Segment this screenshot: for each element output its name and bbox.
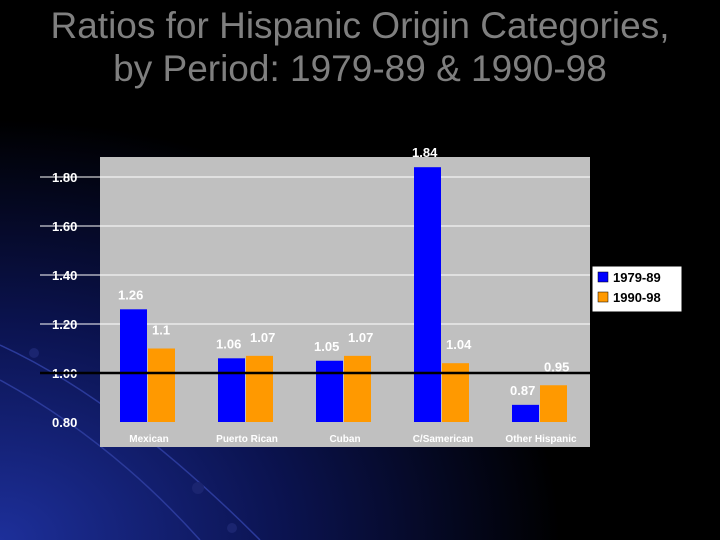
legend: 1979-89 1990-98 <box>591 265 683 313</box>
x-axis-labels: Mexican Puerto Rican Cuban C/Samerican Other… <box>129 434 577 445</box>
x-tick-label: Other Hispanic <box>505 434 577 445</box>
data-label: 1.07 <box>250 330 275 345</box>
title-line-1: Ratios for Hispanic Origin Categories, <box>50 5 670 46</box>
bar <box>414 167 441 422</box>
data-label: 1.26 <box>118 287 143 302</box>
y-tick-label: 0.80 <box>52 415 77 430</box>
legend-label: 1979-89 <box>613 270 661 285</box>
data-label: 1.1 <box>152 323 170 338</box>
legend-swatch <box>597 291 609 303</box>
x-tick-label: Puerto Rican <box>216 434 278 445</box>
x-tick-label: C/Samerican <box>413 434 474 445</box>
y-tick-label: 1.60 <box>52 219 77 234</box>
legend-swatch <box>597 271 609 283</box>
title-line-2: by Period: 1979-89 & 1990-98 <box>113 48 607 89</box>
bar <box>148 348 175 422</box>
bar <box>316 360 343 422</box>
bar <box>218 358 245 422</box>
data-label: 0.95 <box>544 359 569 374</box>
bar <box>512 404 539 422</box>
y-tick-label: 1.80 <box>52 170 77 185</box>
data-label: 1.84 <box>412 145 438 160</box>
legend-label: 1990-98 <box>613 290 661 305</box>
y-axis-labels: 0.801.001.201.401.601.80 <box>52 170 77 430</box>
data-label: 0.87 <box>510 383 535 398</box>
data-label: 1.07 <box>348 330 373 345</box>
data-label: 1.04 <box>446 337 472 352</box>
bar <box>246 355 273 422</box>
y-tick-label: 1.20 <box>52 317 77 332</box>
y-tick-label: 1.40 <box>52 268 77 283</box>
slide-title: Ratios for Hispanic Origin Categories, b… <box>0 4 720 90</box>
x-tick-label: Cuban <box>329 434 360 445</box>
bar <box>540 385 567 422</box>
data-labels: 1.26 1.1 1.06 1.07 1.05 1.07 1.84 1.04 0.87 0.95 <box>118 145 569 398</box>
x-tick-label: Mexican <box>129 434 168 445</box>
gridlines <box>40 176 590 325</box>
data-label: 1.06 <box>216 336 241 351</box>
bar <box>120 309 147 422</box>
data-label: 1.05 <box>314 339 339 354</box>
bar <box>344 355 371 422</box>
